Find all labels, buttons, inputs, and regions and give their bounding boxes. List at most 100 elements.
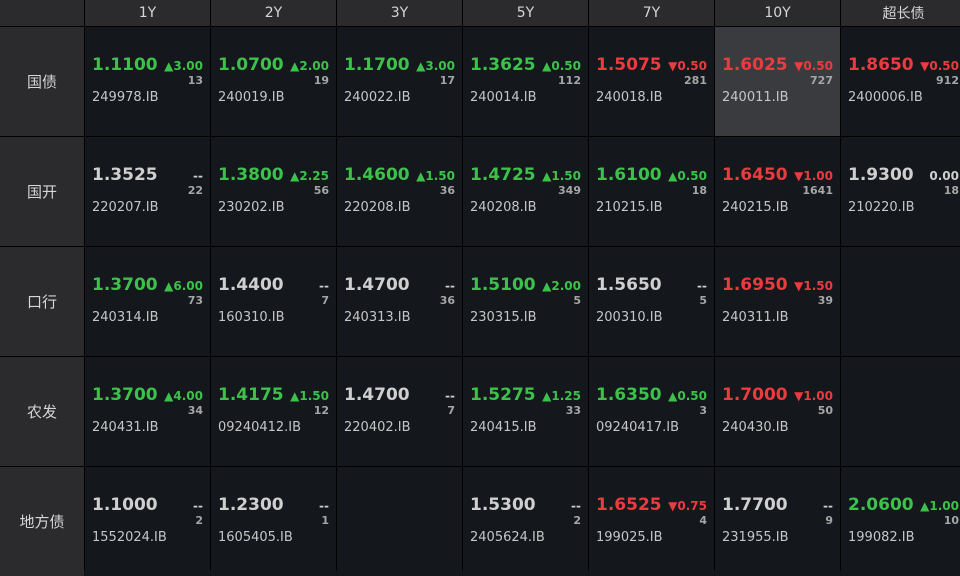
trade-volume: 36 xyxy=(439,184,455,197)
quote-cell[interactable]: 1.5300 -- 2 2405624.IB xyxy=(463,467,588,576)
quote-cell[interactable]: 1.4700 -- 36 240313.IB xyxy=(337,247,462,356)
quote-cell[interactable]: 1.4700 -- 7 220402.IB xyxy=(337,357,462,466)
bond-code: 220402.IB xyxy=(344,420,411,435)
yield-change: ▲2.00 xyxy=(290,59,329,73)
quote-cell[interactable]: 1.5650 -- 5 200310.IB xyxy=(589,247,714,356)
trade-volume: 3 xyxy=(699,404,707,417)
bond-code: 09240412.IB xyxy=(218,420,302,435)
bond-code: 2400006.IB xyxy=(848,90,923,105)
trade-volume: 50 xyxy=(817,404,833,417)
bond-code: 220207.IB xyxy=(92,200,159,215)
bond-code: 2405624.IB xyxy=(470,530,545,545)
trade-volume: 17 xyxy=(439,74,455,87)
yield-change: -- xyxy=(319,499,329,513)
bond-code: 1552024.IB xyxy=(92,530,167,545)
yield-value: 1.4700 xyxy=(344,385,410,405)
quote-cell[interactable]: 1.6950 ▼1.50 39 240311.IB xyxy=(715,247,840,356)
yield-change: ▲1.50 xyxy=(542,169,581,183)
trade-volume: 349 xyxy=(558,184,581,197)
column-header-4[interactable]: 7Y xyxy=(589,0,714,26)
bond-code: 230202.IB xyxy=(218,200,285,215)
quote-cell[interactable]: 1.3700 ▲4.00 34 240431.IB xyxy=(85,357,210,466)
yield-value: 1.4725 xyxy=(470,165,536,185)
yield-change: ▲1.00 xyxy=(920,499,959,513)
quote-cell[interactable]: 1.4600 ▲1.50 36 220208.IB xyxy=(337,137,462,246)
quote-cell[interactable]: 1.3700 ▲6.00 73 240314.IB xyxy=(85,247,210,356)
yield-value: 1.6525 xyxy=(596,495,662,515)
column-header-1[interactable]: 2Y xyxy=(211,0,336,26)
trade-volume: 9 xyxy=(825,514,833,527)
row-header-1[interactable]: 国开 xyxy=(0,137,84,246)
quote-cell[interactable]: 1.5075 ▼0.50 281 240018.IB xyxy=(589,27,714,136)
trade-volume: 112 xyxy=(558,74,581,87)
quote-cell[interactable]: 1.6025 ▼0.50 727 240011.IB xyxy=(715,27,840,136)
trade-volume: 13 xyxy=(187,74,203,87)
yield-value: 1.1700 xyxy=(344,55,410,75)
yield-value: 1.7000 xyxy=(722,385,788,405)
bond-code: 240022.IB xyxy=(344,90,411,105)
quote-cell[interactable]: 1.1100 ▲3.00 13 249978.IB xyxy=(85,27,210,136)
bond-code: 09240417.IB xyxy=(596,420,680,435)
empty-cell xyxy=(337,467,462,576)
quote-cell[interactable]: 1.7000 ▼1.00 50 240430.IB xyxy=(715,357,840,466)
bond-code: 230315.IB xyxy=(470,310,537,325)
bond-code: 240014.IB xyxy=(470,90,537,105)
yield-value: 1.6350 xyxy=(596,385,662,405)
bond-code: 240311.IB xyxy=(722,310,789,325)
column-header-3[interactable]: 5Y xyxy=(463,0,588,26)
quote-cell[interactable]: 1.0700 ▲2.00 19 240019.IB xyxy=(211,27,336,136)
trade-volume: 5 xyxy=(699,294,707,307)
row-header-0[interactable]: 国债 xyxy=(0,27,84,136)
quote-cell[interactable]: 1.4400 -- 7 160310.IB xyxy=(211,247,336,356)
quote-cell[interactable]: 1.5275 ▲1.25 33 240415.IB xyxy=(463,357,588,466)
yield-change: ▼0.50 xyxy=(794,59,833,73)
column-header-0[interactable]: 1Y xyxy=(85,0,210,26)
yield-change: ▼1.00 xyxy=(794,389,833,403)
trade-volume: 10 xyxy=(943,514,959,527)
column-header-2[interactable]: 3Y xyxy=(337,0,462,26)
quote-cell[interactable]: 1.7700 -- 9 231955.IB xyxy=(715,467,840,576)
quote-cell[interactable]: 1.1700 ▲3.00 17 240022.IB xyxy=(337,27,462,136)
yield-change: -- xyxy=(697,279,707,293)
quote-cell[interactable]: 1.2300 -- 1 1605405.IB xyxy=(211,467,336,576)
quote-cell[interactable]: 1.4725 ▲1.50 349 240208.IB xyxy=(463,137,588,246)
quote-cell[interactable]: 1.4175 ▲1.50 12 09240412.IB xyxy=(211,357,336,466)
quote-cell[interactable]: 1.3525 -- 22 220207.IB xyxy=(85,137,210,246)
trade-volume: 19 xyxy=(313,74,329,87)
quote-cell[interactable]: 1.9300 0.00 18 210220.IB xyxy=(841,137,960,246)
bond-code: 240314.IB xyxy=(92,310,159,325)
quote-cell[interactable]: 1.3625 ▲0.50 112 240014.IB xyxy=(463,27,588,136)
bond-code: 240018.IB xyxy=(596,90,663,105)
yield-change: ▲1.50 xyxy=(416,169,455,183)
column-header-6[interactable]: 超长债 xyxy=(841,0,960,26)
yield-value: 1.5100 xyxy=(470,275,536,295)
bond-code: 240215.IB xyxy=(722,200,789,215)
trade-volume: 36 xyxy=(439,294,455,307)
bond-code: 240011.IB xyxy=(722,90,789,105)
quote-cell[interactable]: 1.6100 ▲0.50 18 210215.IB xyxy=(589,137,714,246)
trade-volume: 912 xyxy=(936,74,959,87)
row-header-4[interactable]: 地方债 xyxy=(0,467,84,576)
column-header-5[interactable]: 10Y xyxy=(715,0,840,26)
yield-value: 1.3700 xyxy=(92,385,158,405)
yield-value: 1.6450 xyxy=(722,165,788,185)
trade-volume: 2 xyxy=(195,514,203,527)
quote-cell[interactable]: 1.6350 ▲0.50 3 09240417.IB xyxy=(589,357,714,466)
quote-cell[interactable]: 1.8650 ▼0.50 912 2400006.IB xyxy=(841,27,960,136)
row-header-2[interactable]: 口行 xyxy=(0,247,84,356)
trade-volume: 1641 xyxy=(802,184,833,197)
quote-cell[interactable]: 1.1000 -- 2 1552024.IB xyxy=(85,467,210,576)
empty-cell xyxy=(841,247,960,356)
quote-cell[interactable]: 1.5100 ▲2.00 5 230315.IB xyxy=(463,247,588,356)
quote-cell[interactable]: 1.3800 ▲2.25 56 230202.IB xyxy=(211,137,336,246)
yield-change: -- xyxy=(445,279,455,293)
row-header-3[interactable]: 农发 xyxy=(0,357,84,466)
yield-change: -- xyxy=(445,389,455,403)
yield-value: 1.5300 xyxy=(470,495,536,515)
quote-cell[interactable]: 2.0600 ▲1.00 10 199082.IB xyxy=(841,467,960,576)
yield-change: ▼1.50 xyxy=(794,279,833,293)
quote-cell[interactable]: 1.6525 ▼0.75 4 199025.IB xyxy=(589,467,714,576)
quote-cell[interactable]: 1.6450 ▼1.00 1641 240215.IB xyxy=(715,137,840,246)
bond-code: 1605405.IB xyxy=(218,530,293,545)
yield-value: 1.3525 xyxy=(92,165,158,185)
